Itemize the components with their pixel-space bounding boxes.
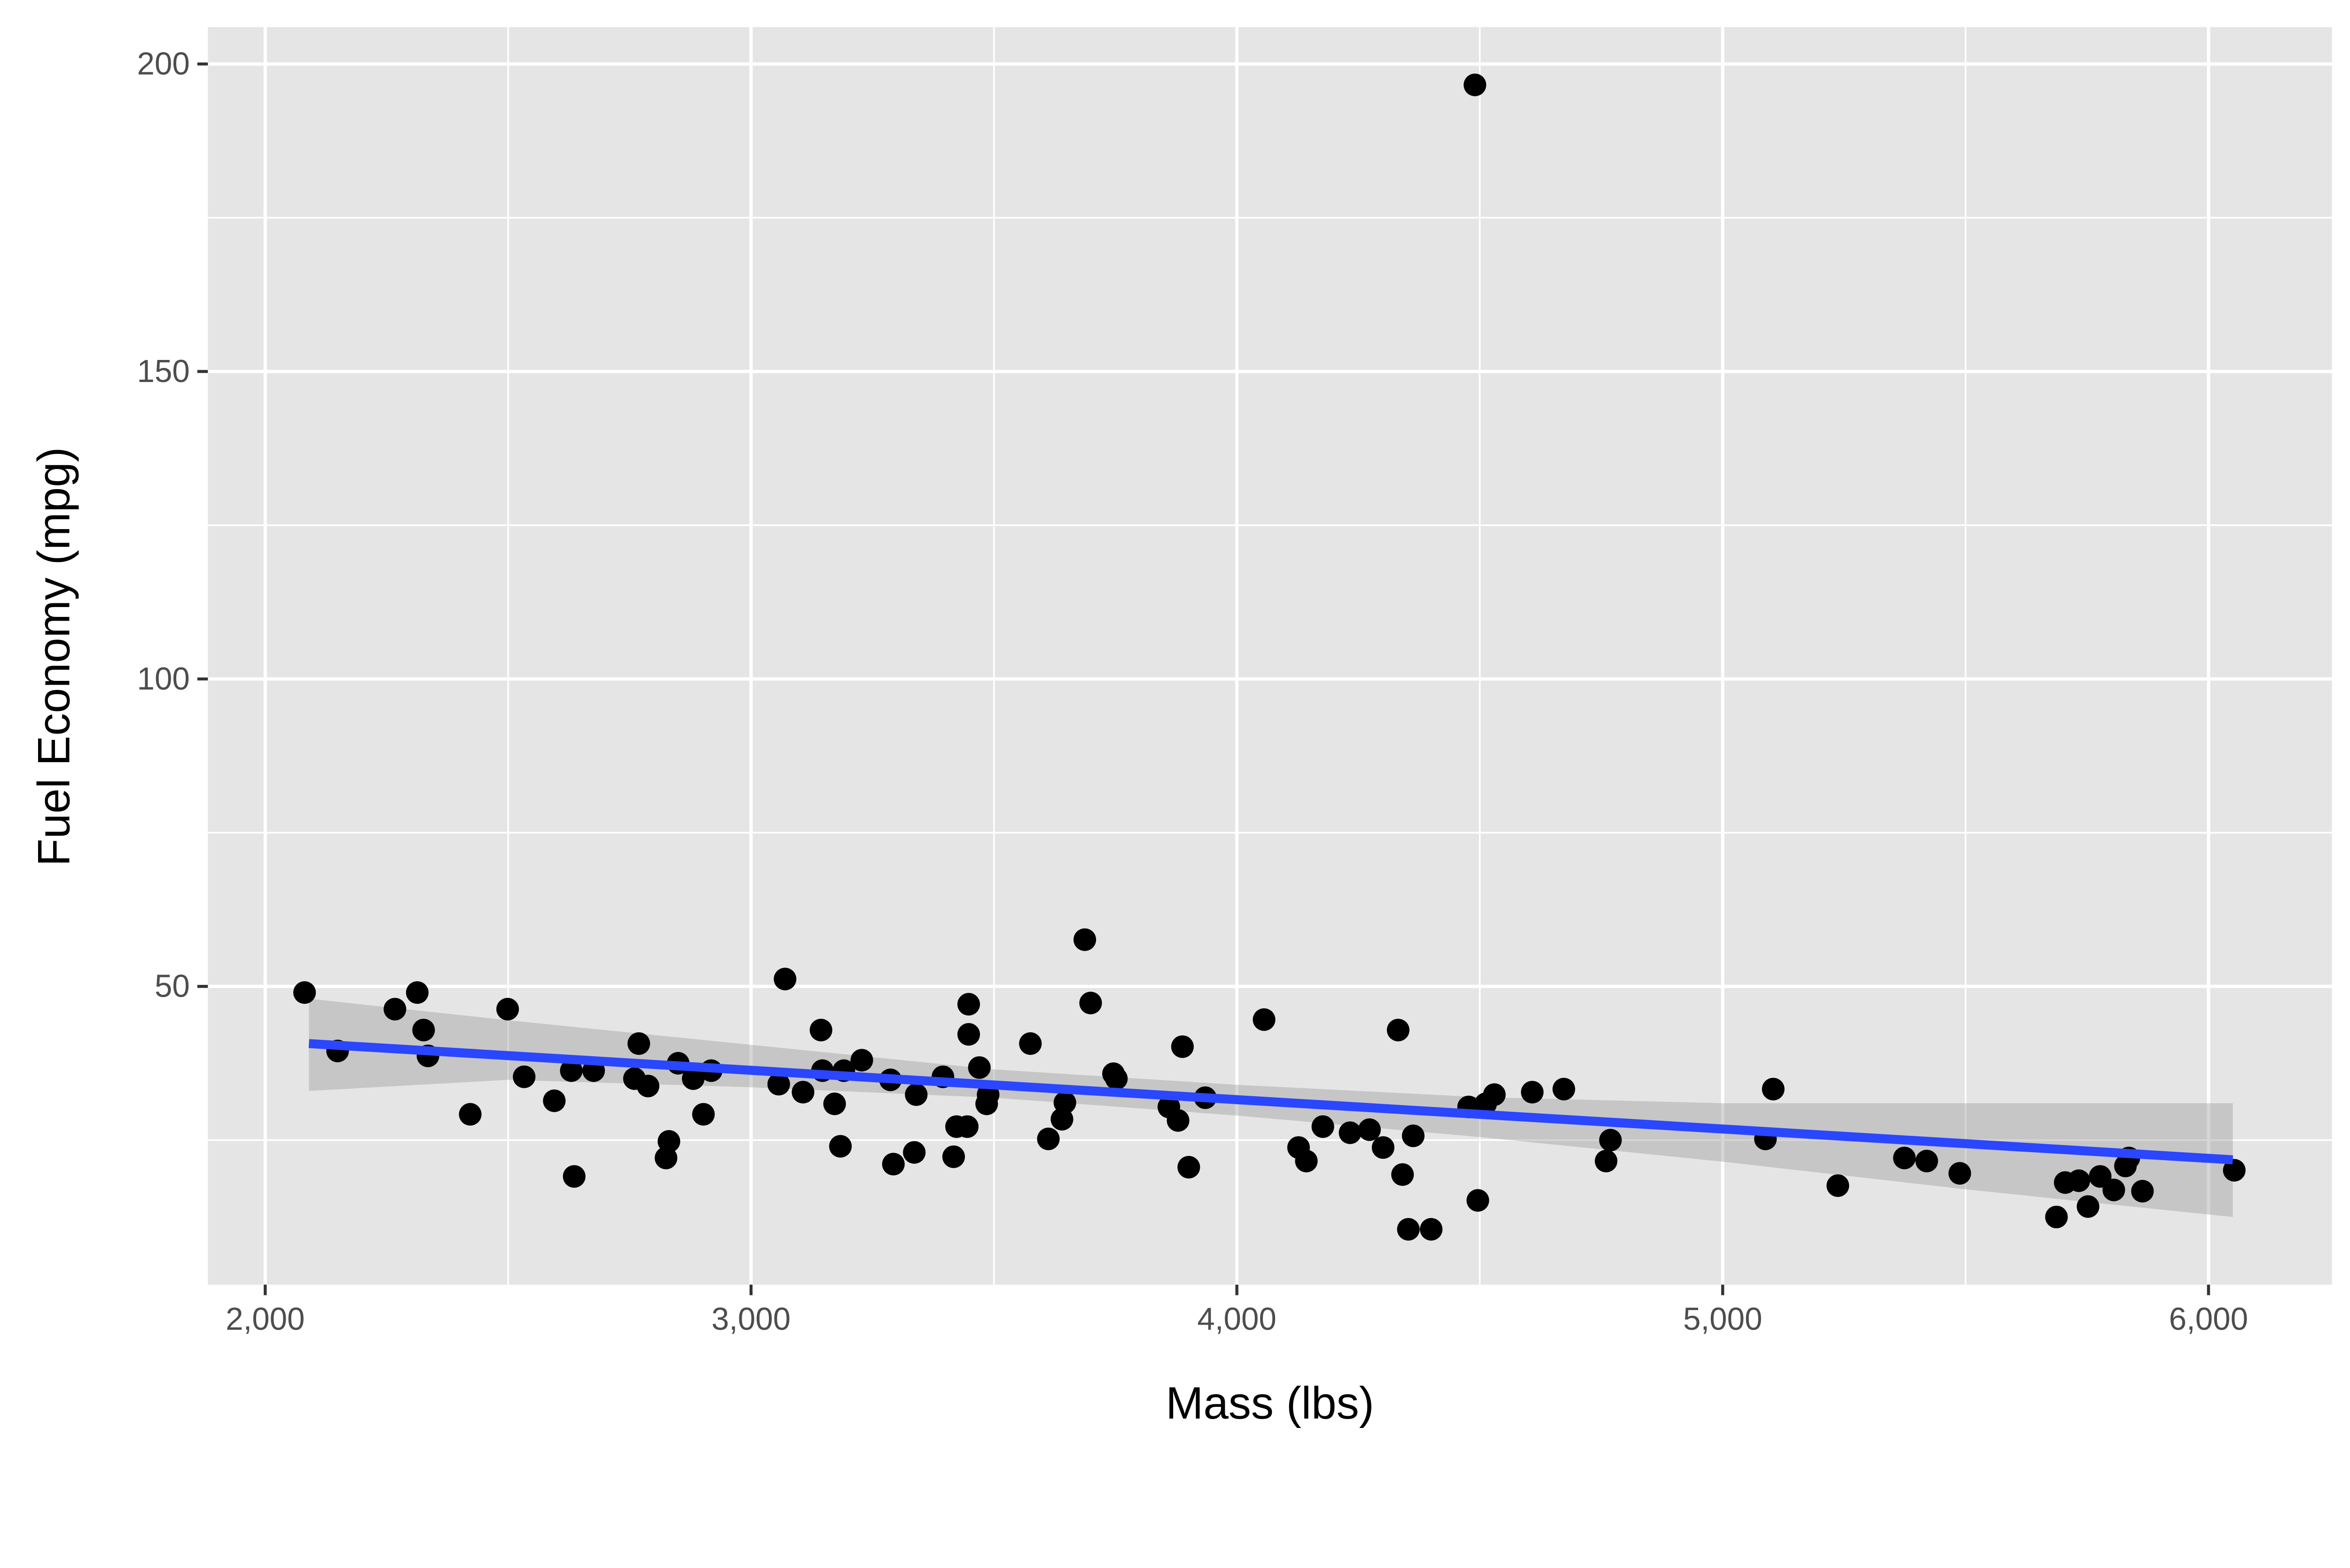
data-point: [1402, 1124, 1425, 1147]
data-point: [1762, 1077, 1785, 1100]
data-point: [1037, 1127, 1060, 1150]
x-tick-label: 3,000: [712, 1302, 791, 1337]
data-point: [384, 998, 407, 1021]
data-point: [1371, 1136, 1394, 1159]
y-tick-label: 150: [137, 354, 190, 389]
data-point: [774, 967, 797, 991]
data-point: [1599, 1129, 1622, 1152]
data-point: [560, 1059, 583, 1082]
grid-lines: [208, 27, 2332, 1285]
data-point: [1552, 1077, 1575, 1100]
data-point: [968, 1056, 991, 1079]
data-point: [767, 1073, 790, 1096]
data-point: [957, 1023, 980, 1046]
data-point: [809, 1019, 832, 1042]
data-point: [1339, 1121, 1362, 1144]
data-point: [1171, 1035, 1194, 1058]
data-point: [682, 1067, 705, 1090]
data-point: [905, 1083, 928, 1106]
data-point: [1053, 1091, 1076, 1114]
x-tick-label: 5,000: [1683, 1302, 1762, 1337]
y-tick-label: 50: [155, 969, 190, 1004]
y-tick-label: 100: [137, 661, 190, 696]
points-group: [293, 73, 2246, 1241]
data-point: [942, 1145, 965, 1168]
data-point: [956, 1115, 979, 1138]
x-tick-label: 6,000: [2169, 1302, 2248, 1337]
data-point: [1391, 1163, 1414, 1186]
data-point: [1253, 1008, 1276, 1031]
data-point: [543, 1089, 566, 1112]
data-point: [1295, 1149, 1318, 1172]
data-point: [1177, 1155, 1200, 1179]
x-tick-label: 2,000: [226, 1302, 305, 1337]
data-point: [1948, 1162, 1971, 1185]
data-point: [293, 981, 316, 1004]
y-tick-label: 200: [137, 47, 190, 82]
data-point: [636, 1075, 659, 1098]
data-point: [957, 993, 980, 1016]
data-point: [1826, 1174, 1849, 1197]
data-point: [513, 1065, 536, 1088]
data-point: [1105, 1067, 1128, 1090]
data-point: [829, 1135, 852, 1158]
data-point: [2131, 1180, 2154, 1203]
data-point: [850, 1049, 873, 1072]
axes: 2,000 3,000 4,000 5,000 6,000 50 100 150 200: [137, 47, 2248, 1337]
data-point: [1521, 1081, 1544, 1104]
data-point: [2102, 1178, 2125, 1201]
fit-line: [308, 1039, 2233, 1164]
confidence-band: [309, 999, 2233, 1217]
fit-line-group: [308, 1039, 2233, 1164]
data-point: [1167, 1109, 1190, 1132]
data-point: [1893, 1147, 1916, 1170]
data-point: [563, 1165, 586, 1188]
data-point: [496, 998, 519, 1021]
data-point: [791, 1081, 815, 1104]
data-point: [412, 1019, 435, 1042]
data-point: [627, 1032, 650, 1055]
data-point: [459, 1103, 482, 1126]
data-point: [692, 1103, 715, 1126]
data-point: [1466, 1189, 1489, 1212]
data-point: [903, 1141, 926, 1164]
data-point: [1386, 1019, 1410, 1042]
data-point: [1483, 1083, 1506, 1106]
data-point: [823, 1092, 846, 1116]
data-point: [406, 981, 429, 1004]
data-point: [1073, 928, 1097, 951]
data-point: [1397, 1218, 1420, 1241]
x-tick-label: 4,000: [1197, 1302, 1276, 1337]
data-point: [1311, 1115, 1334, 1138]
data-point: [658, 1130, 681, 1153]
data-point: [1358, 1118, 1381, 1141]
data-point: [1595, 1149, 1618, 1172]
data-point: [1420, 1218, 1443, 1241]
data-point: [2045, 1205, 2068, 1229]
scatter-chart: 2,000 3,000 4,000 5,000 6,000 50 100 150 200 Mas…: [29, 27, 2332, 1428]
x-axis-title: Mass (lbs): [1166, 1378, 1374, 1428]
data-point: [1915, 1149, 1938, 1172]
data-point: [1019, 1032, 1042, 1055]
y-axis-title: Fuel Economy (mpg): [29, 447, 79, 866]
confidence-band-group: [309, 999, 2233, 1217]
data-point: [2223, 1159, 2246, 1182]
data-point: [2076, 1195, 2099, 1218]
data-point: [2067, 1169, 2091, 1192]
data-point: [1079, 991, 1102, 1014]
data-point: [882, 1153, 905, 1176]
data-point: [1464, 73, 1487, 96]
